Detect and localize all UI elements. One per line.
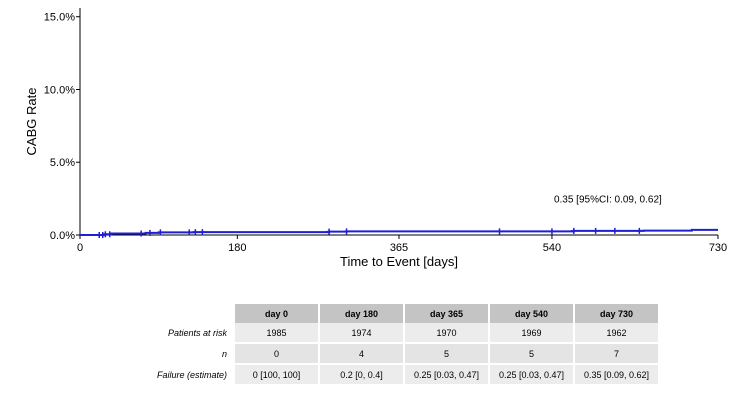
col-header: day 730 bbox=[574, 304, 660, 323]
censor-mark bbox=[192, 229, 199, 236]
row-label: n bbox=[139, 343, 235, 365]
table-cell: 0 [100, 100] bbox=[234, 364, 320, 386]
y-axis-ticks: 0.0% 5.0% 10.0% 15.0% bbox=[44, 12, 80, 242]
risk-table-header: day 0 day 180 day 365 day 540 day 730 bbox=[139, 304, 660, 323]
censor-mark bbox=[146, 229, 153, 236]
table-row: n 0 4 5 5 7 bbox=[139, 343, 660, 365]
censor-mark bbox=[496, 228, 503, 235]
col-header: day 180 bbox=[319, 304, 405, 323]
table-cell: 5 bbox=[404, 343, 490, 365]
censor-mark bbox=[186, 229, 193, 236]
x-tick-label: 540 bbox=[543, 242, 561, 254]
table-cell: 4 bbox=[319, 343, 405, 365]
table-cell: 0.25 [0.03, 0.47] bbox=[404, 364, 490, 386]
censor-mark bbox=[157, 229, 164, 236]
x-axis-title: Time to Event [days] bbox=[340, 254, 458, 269]
y-axis-title: CABG Rate bbox=[24, 88, 39, 156]
table-row: Failure (estimate) 0 [100, 100] 0.2 [0, … bbox=[139, 364, 660, 386]
censor-marks bbox=[96, 227, 643, 238]
table-cell: 1970 bbox=[404, 323, 490, 344]
x-tick-label: 0 bbox=[77, 242, 83, 254]
table-cell: 0 bbox=[234, 343, 320, 365]
censor-mark bbox=[343, 228, 350, 235]
x-tick-label: 365 bbox=[390, 242, 408, 254]
cabg-rate-line bbox=[80, 228, 718, 236]
table-cell: 0.35 [0.09, 0.62] bbox=[574, 364, 660, 386]
table-cell: 1962 bbox=[574, 323, 660, 344]
x-axis-ticks: 0 180 365 540 730 bbox=[77, 235, 727, 254]
table-cell: 0.2 [0, 0.4] bbox=[319, 364, 405, 386]
y-tick-label: 5.0% bbox=[50, 157, 75, 169]
row-label: Failure (estimate) bbox=[139, 364, 235, 386]
risk-table: day 0 day 180 day 365 day 540 day 730 Pa… bbox=[139, 304, 660, 386]
col-header: day 540 bbox=[489, 304, 575, 323]
censor-mark bbox=[611, 227, 618, 234]
censor-mark bbox=[636, 227, 643, 234]
risk-table-corner bbox=[139, 304, 235, 323]
censor-mark bbox=[592, 227, 599, 234]
y-tick-label: 15.0% bbox=[44, 12, 75, 24]
annotation-label: 0.35 [95%CI: 0.09, 0.62] bbox=[554, 195, 662, 206]
col-header: day 365 bbox=[404, 304, 490, 323]
censor-mark bbox=[326, 228, 333, 235]
table-cell: 0.25 [0.03, 0.47] bbox=[489, 364, 575, 386]
col-header: day 0 bbox=[234, 304, 320, 323]
censor-mark bbox=[138, 230, 145, 237]
row-label: Patients at risk bbox=[139, 323, 235, 344]
x-tick-label: 180 bbox=[228, 242, 246, 254]
censor-mark bbox=[199, 229, 206, 236]
censor-mark bbox=[570, 227, 577, 234]
table-cell: 1974 bbox=[319, 323, 405, 344]
censor-mark bbox=[548, 228, 555, 235]
y-tick-label: 10.0% bbox=[44, 84, 75, 96]
table-cell: 5 bbox=[489, 343, 575, 365]
y-tick-label: 0.0% bbox=[50, 230, 75, 242]
table-cell: 1985 bbox=[234, 323, 320, 344]
table-cell: 7 bbox=[574, 343, 660, 365]
x-tick-label: 730 bbox=[709, 242, 727, 254]
table-cell: 1969 bbox=[489, 323, 575, 344]
km-plot: 0 180 365 540 730 0.0% 5.0% 10.0% 15.0% Time to… bbox=[24, 8, 727, 269]
table-row: Patients at risk 1985 1974 1970 1969 196… bbox=[139, 323, 660, 344]
censor-mark bbox=[106, 231, 113, 238]
